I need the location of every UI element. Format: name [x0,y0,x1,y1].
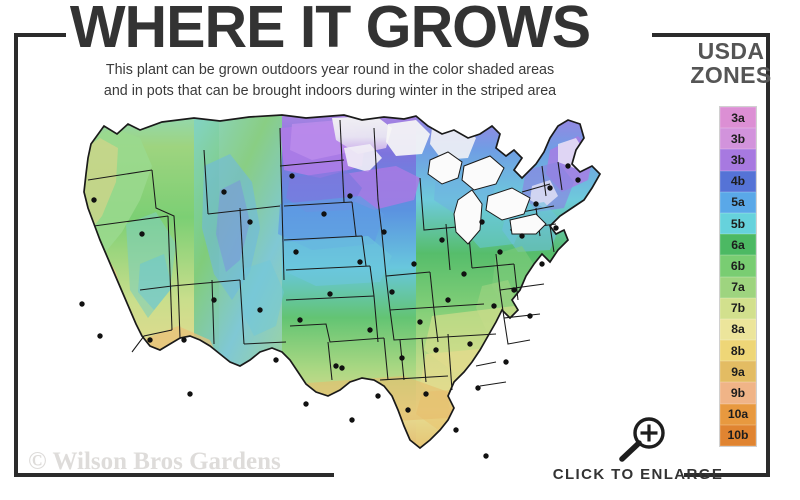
zone-band-9b-13: 9b [720,382,756,404]
usda-hardiness-zone-map[interactable] [44,104,654,460]
zone-band-6a-6: 6a [720,234,756,256]
zone-band-7a-8: 7a [720,276,756,298]
zone-band-3b-2: 3b [720,149,756,171]
zone-band-9a-12: 9a [720,361,756,383]
map-zone-fills [84,115,600,448]
zone-band-3a-0: 3a [720,107,756,129]
usda-zones-heading: USDA ZONES [668,38,794,88]
zone-band-10b-15: 10b [720,424,756,446]
usda-zones-heading-line-1: USDA [697,38,765,64]
page-title: WHERE IT GROWS [69,0,591,60]
frame-border-left [14,33,18,477]
frame-border-top-left [14,33,66,37]
magnifier-plus-icon[interactable] [616,416,670,464]
frame-border-bottom-left [14,473,334,477]
zone-band-3b-1: 3b [720,128,756,150]
country-outline [83,114,602,450]
zone-band-7b-9: 7b [720,297,756,319]
zone-band-8b-11: 8b [720,340,756,362]
zone-band-5a-4: 5a [720,191,756,213]
page-subtitle: This plant can be grown outdoors year ro… [30,60,630,101]
state-boundaries [87,119,563,391]
zone-band-10a-14: 10a [720,403,756,425]
zone-band-5b-5: 5b [720,212,756,235]
subtitle-line-2: and in pots that can be brought indoors … [103,82,557,99]
frame-border-top-right [652,33,770,37]
city-dots [79,163,581,459]
zone-band-6b-7: 6b [720,255,756,277]
subtitle-line-1: This plant can be grown outdoors year ro… [105,62,555,78]
usda-zones-heading-line-2: ZONES [690,61,772,88]
zone-band-4b-3: 4b [720,170,756,192]
great-lakes [427,151,547,245]
click-to-enlarge-label[interactable]: CLICK TO ENLARGE [552,466,724,483]
usda-zone-legend-strip: 3a 3b 3b 4b 5a 5b 6a 6b 7a 7b 8a 8b 9a 9b 10a 10b [719,106,757,447]
zone-band-8a-10: 8a [720,318,756,341]
frame-border-bottom-right [684,473,770,477]
watermark-credit: © Wilson Bros Gardens [28,448,281,475]
frame-border-right [766,33,770,477]
